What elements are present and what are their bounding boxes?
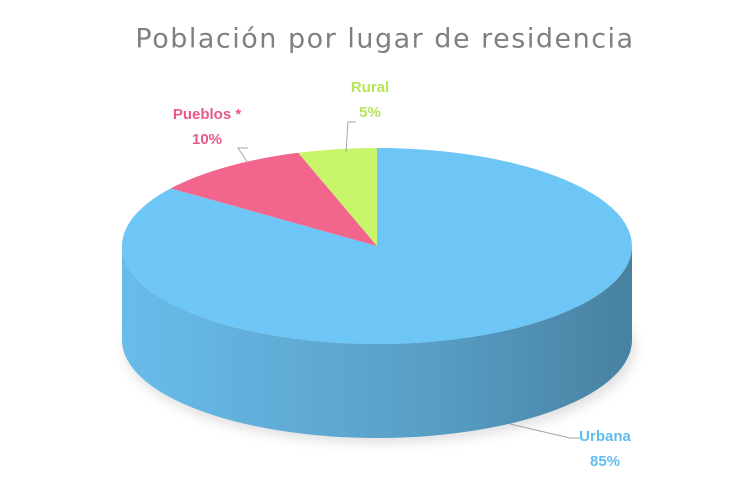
slice-label: Rural xyxy=(351,79,389,96)
value-label: 85% xyxy=(590,453,620,470)
leader-line xyxy=(509,423,580,439)
leader-line xyxy=(237,147,249,164)
leader-line xyxy=(345,121,356,153)
slice xyxy=(298,148,377,246)
value-label: 5% xyxy=(359,104,381,121)
slice-label: Pueblos * xyxy=(173,106,242,123)
slice xyxy=(170,152,377,246)
chart-title: Población por lugar de residencia xyxy=(135,24,634,55)
slice-label: Urbana xyxy=(579,428,631,445)
slice-side-shade xyxy=(122,246,632,438)
value-label: 10% xyxy=(192,131,222,148)
